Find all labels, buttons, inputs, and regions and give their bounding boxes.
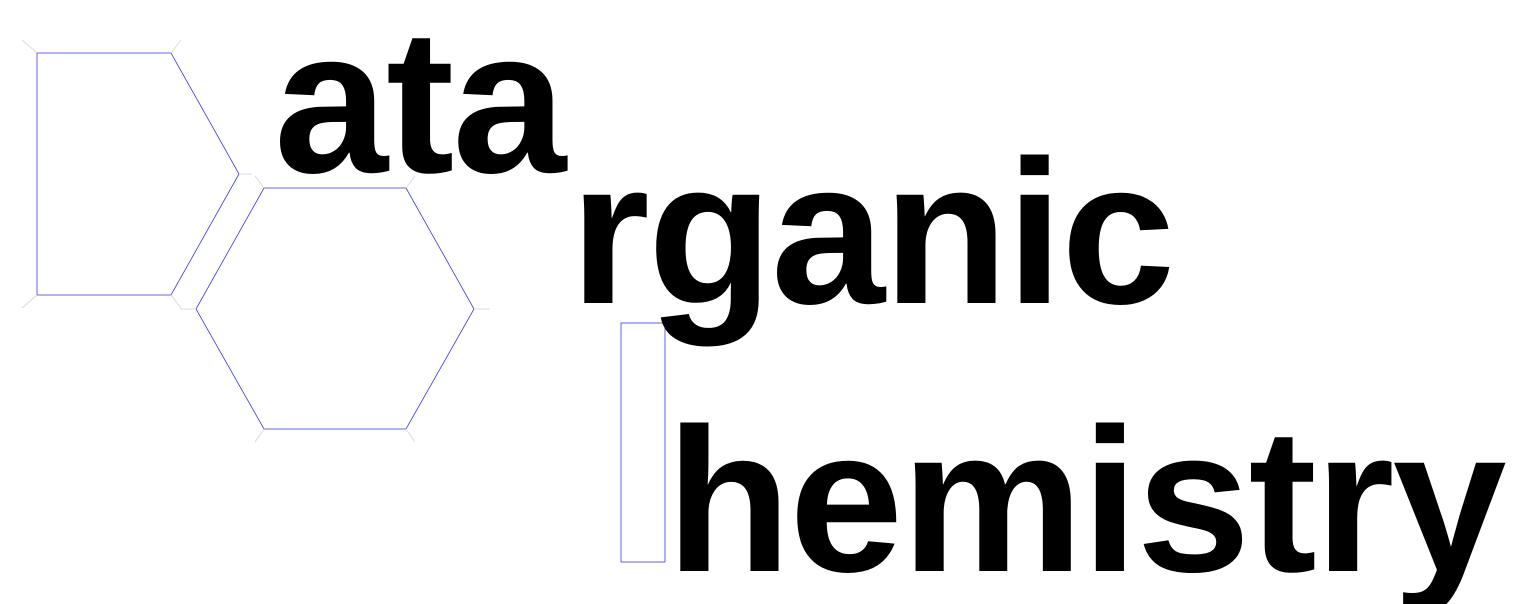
letter-o-hexagon xyxy=(180,175,490,443)
word-hemistry: hemistry xyxy=(666,386,1507,604)
word-ata: ata xyxy=(274,0,566,216)
letter-c-rectangle xyxy=(620,322,666,563)
letter-d-shape xyxy=(21,39,252,309)
word-rganic: rganic xyxy=(570,118,1175,347)
